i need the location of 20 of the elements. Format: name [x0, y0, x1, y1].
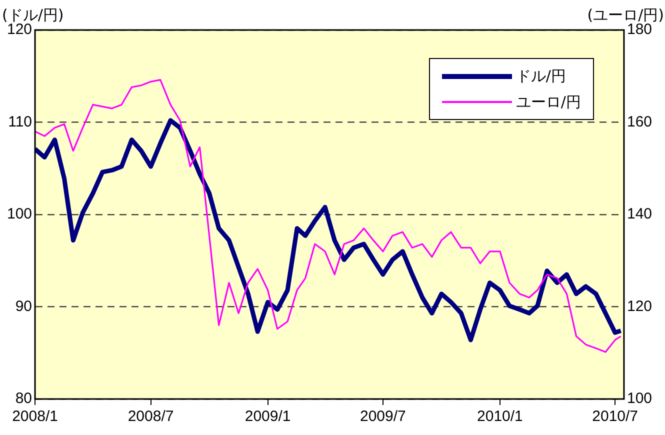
x-tick-label: 2009/1 — [244, 408, 291, 426]
x-tick-label: 2008/7 — [128, 408, 174, 426]
y-tick-label: 110 — [8, 113, 32, 130]
y-tick-label: 90 — [15, 298, 32, 315]
y2-tick-label: 140 — [626, 206, 652, 223]
x-tick-label: 2010/1 — [477, 408, 523, 426]
y2-axis-title: (ユーロ/円) — [587, 6, 664, 24]
y-tick-label: 120 — [6, 21, 32, 38]
y2-tick-label: 180 — [626, 21, 652, 38]
y2-tick-label: 120 — [626, 298, 652, 315]
legend-label: ユーロ/円 — [516, 92, 581, 112]
y-tick-label: 100 — [6, 206, 32, 223]
y-axis-title: (ドル/円) — [2, 6, 64, 24]
legend-label: ドル/円 — [516, 66, 566, 86]
x-tick-label: 2008/1 — [12, 408, 58, 426]
y2-tick-label: 160 — [626, 113, 652, 130]
y2-tick-label: 100 — [626, 390, 652, 408]
x-tick-label: 2009/7 — [360, 408, 406, 426]
y-tick-label: 80 — [15, 390, 32, 408]
x-tick-label: 2010/7 — [592, 408, 638, 426]
